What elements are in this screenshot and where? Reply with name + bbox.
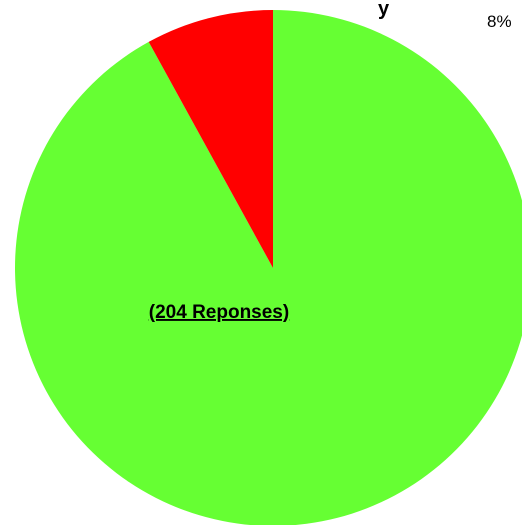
pie-slices: [15, 10, 522, 526]
pie-slice-green: [15, 10, 522, 526]
pie-slice-red: [148, 10, 273, 268]
chart-title: y: [378, 0, 390, 20]
slice-percent-label: 8%: [487, 12, 512, 31]
responses-count-label: (204 Reponses): [149, 302, 289, 323]
